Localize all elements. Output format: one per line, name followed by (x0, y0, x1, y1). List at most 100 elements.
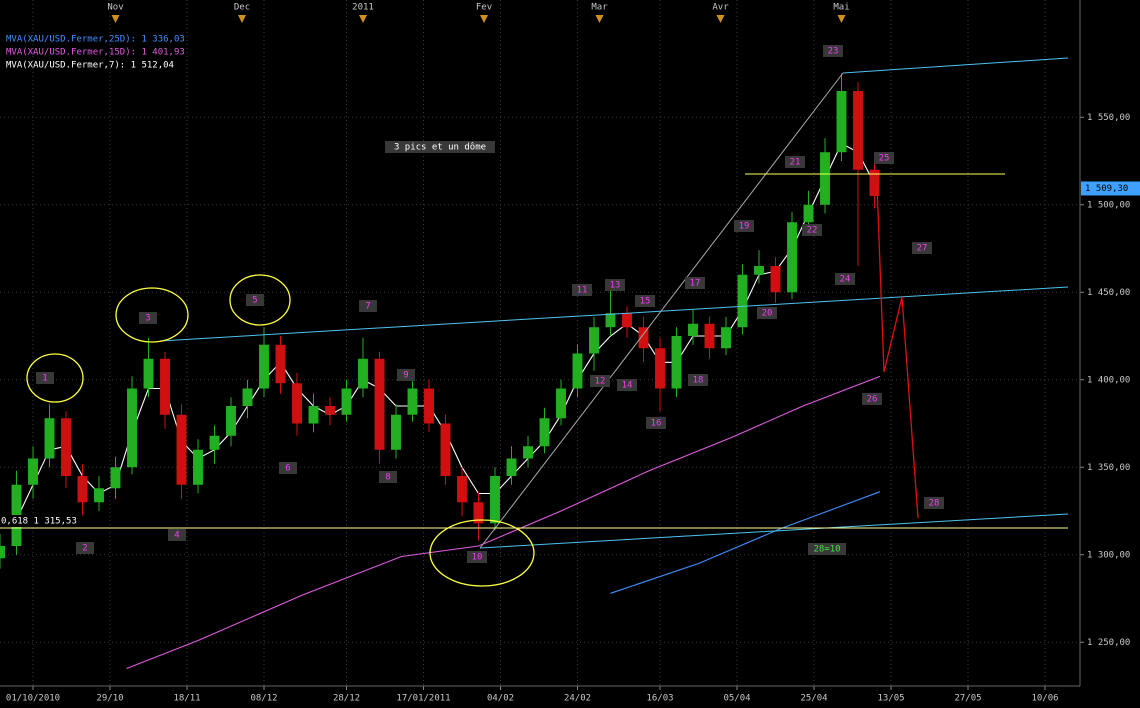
annotation-box (785, 156, 805, 168)
candle-body (440, 423, 451, 476)
annotation-box (823, 45, 843, 57)
last-price-label: 1 509,30 (1085, 184, 1128, 194)
annotation: 13 (610, 281, 621, 291)
trend-line (479, 513, 1069, 549)
x-tick-label: 18/11 (173, 694, 200, 704)
trend-line (842, 57, 1069, 74)
candle-body (94, 488, 104, 503)
candle-body (374, 358, 385, 450)
candle-body (820, 152, 830, 205)
candle-body (308, 406, 319, 424)
candle-body (787, 222, 797, 293)
annotation-box (835, 273, 855, 285)
annotation-box (36, 372, 54, 384)
month-label: Avr (712, 3, 729, 13)
candle-body (506, 458, 517, 476)
annotation: 12 (595, 377, 606, 387)
annotation: 9 (403, 371, 408, 381)
month-label: Nov (107, 3, 123, 13)
annotation: 7 (365, 302, 370, 312)
x-tick-label: 16/03 (646, 694, 673, 704)
candle-body (655, 348, 665, 389)
x-tick-label: 28/12 (333, 694, 360, 704)
annotation: 10 (472, 553, 483, 563)
annotation-box (617, 379, 637, 391)
x-tick-label: 29/10 (96, 694, 123, 704)
candle-body (490, 476, 500, 524)
candle-body (457, 476, 467, 503)
annotation: 27 (917, 244, 928, 254)
month-marker (595, 15, 604, 23)
projection-line (876, 184, 919, 519)
annotation-box (685, 277, 705, 289)
month-marker (837, 15, 846, 23)
month-label: Mar (591, 3, 608, 13)
x-tick-label: 10/06 (1031, 694, 1058, 704)
candle-body (688, 323, 698, 336)
month-marker (111, 15, 120, 23)
candle-body (143, 358, 154, 389)
month-label: Fev (476, 3, 492, 13)
drawings (0, 57, 1069, 587)
candle-body (605, 313, 616, 328)
candle-body (622, 313, 632, 328)
x-tick-label: 24/02 (564, 694, 591, 704)
candle-body (358, 358, 368, 389)
candle-body (721, 327, 731, 349)
candle-body (209, 435, 220, 450)
annotation-box (379, 471, 397, 483)
month-marker (359, 15, 367, 23)
annotation: 23 (828, 47, 839, 57)
annotation-box (467, 551, 487, 563)
x-tick-label: 17/01/2011 (396, 694, 450, 704)
annotation: 4 (174, 531, 179, 541)
annotation-box (757, 307, 777, 319)
annotation: 5 (252, 296, 257, 306)
candle-body (341, 388, 352, 415)
candle-body (77, 476, 88, 503)
annotation-box (385, 141, 495, 153)
candle-body (754, 266, 764, 275)
annotation-box (572, 284, 592, 296)
annotation: 8 (385, 473, 390, 483)
annotation-box (76, 542, 94, 554)
annotation-box (646, 417, 666, 429)
annotation-box (688, 374, 708, 386)
candle-body (539, 418, 550, 447)
plot (0, 73, 881, 670)
highlight-ellipse (26, 353, 84, 403)
legend: MVA(XAU/USD.Fermer,25D): 1 336,03 MVA(XAU… (6, 35, 185, 71)
x-tick-label: 04/02 (487, 694, 514, 704)
annotation-box (590, 375, 610, 387)
annotation: 28=10 (813, 545, 840, 555)
candle-body (242, 388, 253, 406)
annotation: 24 (840, 275, 851, 285)
y-tick-label: 1 500,00 (1087, 200, 1130, 210)
annotation: 21 (790, 158, 801, 168)
candle-body (28, 458, 38, 485)
candle-body (770, 266, 781, 293)
candle-body (704, 323, 715, 349)
annotation: 3 pics et un dôme (394, 142, 486, 153)
highlight-ellipse (429, 519, 535, 587)
annotation: 3 (145, 314, 150, 324)
candle-body (275, 344, 286, 384)
annotation: 15 (640, 297, 651, 307)
month-marker (480, 15, 488, 23)
annotation: 2 (82, 544, 87, 554)
annotation: 28 (929, 499, 940, 509)
y-tick-label: 1 550,00 (1087, 113, 1130, 123)
candle-body (193, 449, 203, 485)
annotation-box (139, 312, 157, 324)
candle-body (226, 406, 236, 436)
y-tick-label: 1 250,00 (1087, 638, 1130, 648)
annotation: 20 (762, 309, 773, 319)
candle-body (391, 414, 401, 450)
last-price-box (1081, 181, 1140, 196)
trend-line (159, 286, 1069, 342)
candle-body (176, 414, 187, 485)
x-tick-label: 08/12 (250, 694, 277, 704)
annotation: 22 (807, 226, 818, 236)
